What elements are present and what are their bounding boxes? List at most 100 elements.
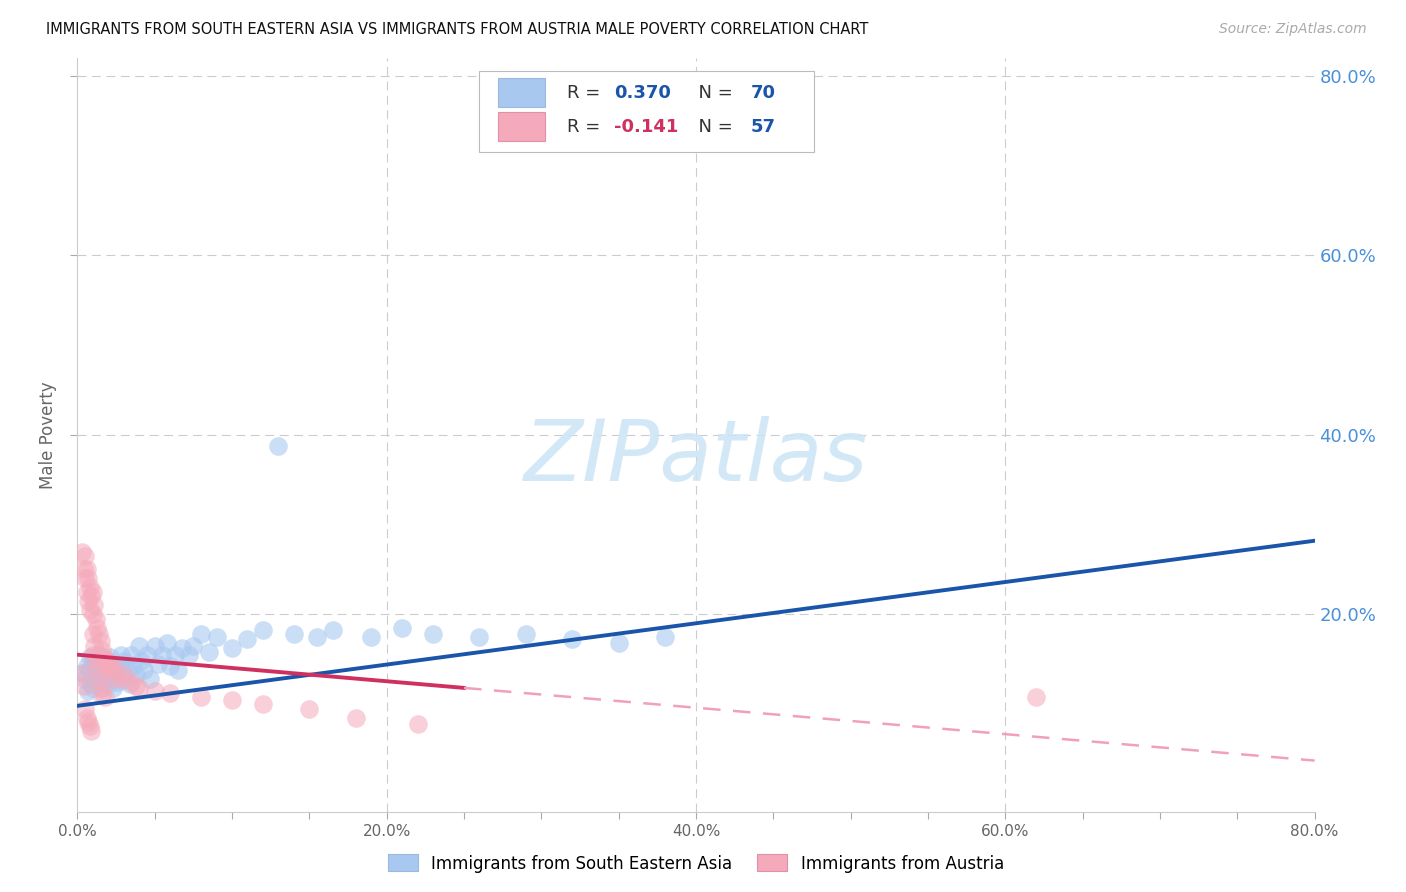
- Point: [77, 683, 100, 698]
- Point: [101, 672, 124, 686]
- Point: [79, 663, 101, 677]
- Point: [96, 659, 118, 673]
- Point: [84, 612, 107, 626]
- Point: [75, 571, 96, 585]
- Point: [136, 648, 159, 662]
- Point: [128, 639, 150, 653]
- Point: [97, 677, 120, 691]
- Point: [115, 663, 138, 677]
- Point: [76, 659, 98, 673]
- Point: [98, 650, 121, 665]
- Text: IMMIGRANTS FROM SOUTH EASTERN ASIA VS IMMIGRANTS FROM AUSTRIA MALE POVERTY CORRE: IMMIGRANTS FROM SOUTH EASTERN ASIA VS IM…: [46, 22, 869, 37]
- Point: [221, 641, 243, 656]
- Point: [103, 657, 125, 671]
- Point: [82, 681, 104, 695]
- Point: [177, 648, 200, 662]
- Bar: [498, 78, 546, 107]
- Bar: [498, 112, 546, 141]
- Point: [100, 659, 122, 673]
- Point: [80, 723, 103, 738]
- Point: [82, 627, 104, 641]
- Point: [391, 621, 413, 635]
- Point: [75, 701, 96, 715]
- Point: [110, 672, 132, 686]
- Point: [90, 659, 112, 673]
- Point: [121, 648, 143, 662]
- Point: [93, 650, 115, 665]
- Point: [307, 630, 329, 644]
- Point: [468, 630, 491, 644]
- Point: [82, 654, 104, 668]
- Point: [107, 674, 129, 689]
- Legend: Immigrants from South Eastern Asia, Immigrants from Austria: Immigrants from South Eastern Asia, Immi…: [381, 847, 1011, 880]
- Point: [70, 544, 93, 558]
- Point: [125, 668, 148, 682]
- Point: [91, 688, 114, 702]
- Point: [87, 648, 110, 662]
- Point: [76, 710, 98, 724]
- Point: [422, 627, 444, 641]
- Point: [82, 607, 104, 622]
- Point: [205, 630, 228, 644]
- Text: Source: ZipAtlas.com: Source: ZipAtlas.com: [1219, 22, 1367, 37]
- Point: [198, 645, 221, 659]
- Point: [322, 624, 344, 638]
- Point: [143, 683, 166, 698]
- Y-axis label: Male Poverty: Male Poverty: [39, 381, 58, 489]
- Point: [86, 621, 108, 635]
- Point: [101, 681, 124, 695]
- Point: [77, 571, 100, 585]
- Point: [236, 632, 259, 647]
- Point: [87, 627, 110, 641]
- Point: [159, 659, 181, 673]
- Point: [515, 627, 537, 641]
- Point: [96, 654, 118, 668]
- Point: [91, 681, 114, 695]
- Point: [84, 674, 107, 689]
- Point: [83, 639, 105, 653]
- Point: [190, 627, 212, 641]
- Point: [83, 599, 105, 613]
- Point: [344, 710, 367, 724]
- Point: [112, 654, 135, 668]
- Point: [128, 681, 150, 695]
- Point: [94, 690, 117, 704]
- Point: [172, 641, 194, 656]
- Point: [87, 672, 110, 686]
- Point: [84, 654, 107, 668]
- Point: [252, 697, 274, 711]
- Text: N =: N =: [688, 84, 738, 102]
- Point: [82, 648, 104, 662]
- Point: [80, 677, 103, 691]
- Point: [98, 663, 121, 677]
- Point: [167, 663, 190, 677]
- Point: [132, 663, 155, 677]
- Point: [146, 657, 169, 671]
- Point: [75, 672, 96, 686]
- Point: [97, 663, 120, 677]
- Point: [1025, 690, 1047, 704]
- Text: R =: R =: [567, 118, 606, 136]
- Point: [84, 657, 107, 671]
- Point: [79, 719, 101, 733]
- Point: [654, 630, 676, 644]
- Point: [76, 562, 98, 576]
- Point: [122, 659, 145, 673]
- Point: [112, 668, 135, 682]
- Point: [94, 654, 117, 668]
- Text: 0.370: 0.370: [614, 84, 671, 102]
- Point: [360, 630, 382, 644]
- Point: [100, 668, 122, 682]
- Point: [91, 643, 114, 657]
- Point: [283, 627, 305, 641]
- Point: [406, 716, 429, 731]
- Point: [105, 663, 128, 677]
- Point: [82, 585, 104, 599]
- Point: [79, 581, 101, 595]
- Point: [183, 639, 205, 653]
- Text: 57: 57: [751, 118, 776, 136]
- Point: [156, 636, 179, 650]
- Point: [163, 648, 186, 662]
- Point: [79, 650, 101, 665]
- Point: [159, 686, 181, 700]
